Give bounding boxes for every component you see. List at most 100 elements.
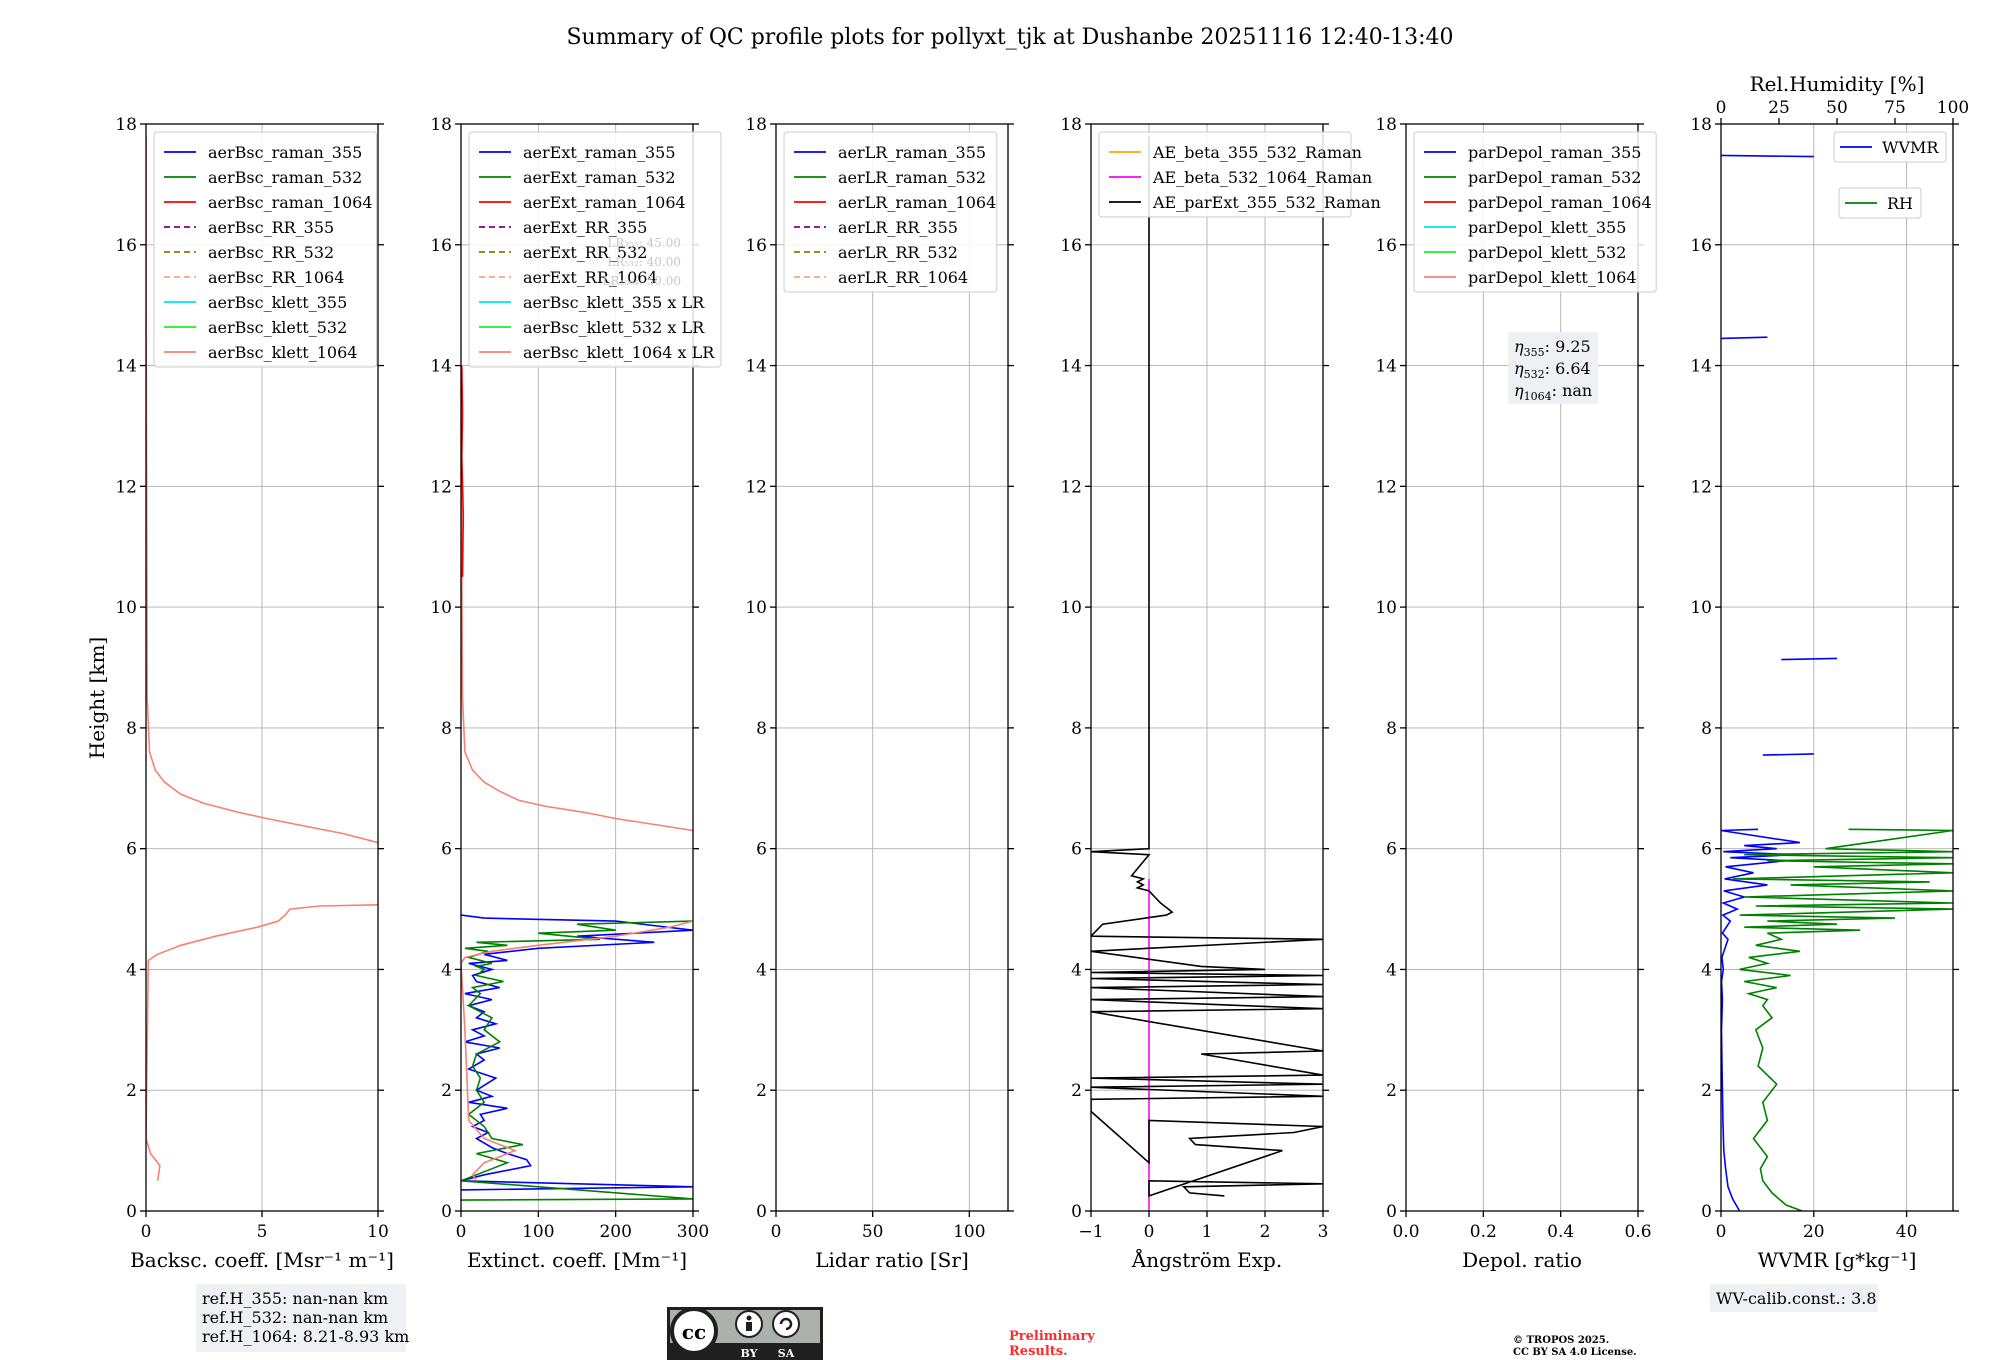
lr-ytick-label: 0 — [756, 1202, 767, 1222]
depol-xtick-label: 0.6 — [1624, 1222, 1651, 1242]
ae-legend-box — [1098, 131, 1352, 218]
depol-ytick-label: 12 — [1375, 477, 1397, 497]
depol-eta-355: η355: 9.25 — [1514, 337, 1591, 359]
depol-eta-box — [1508, 332, 1598, 404]
preliminary-line-2: Results. — [1009, 1344, 1068, 1359]
lr-xlabel: Lidar ratio [Sr] — [815, 1248, 969, 1272]
bsc-ytick-label: 12 — [115, 477, 137, 497]
ext-xtick-label: 300 — [677, 1222, 709, 1242]
series-WVMR — [1721, 828, 1801, 1211]
legend-label-aerBsc_raman_355: aerBsc_raman_355 — [208, 143, 362, 162]
legend-label-aerExt_RR_355: aerExt_RR_355 — [523, 218, 647, 237]
legend-label-aerExt_raman_355: aerExt_raman_355 — [523, 143, 676, 162]
ext-ytick-label: 18 — [430, 115, 452, 135]
ext-xtick-label: 0 — [456, 1222, 467, 1242]
legend-label-aerBsc_RR_1064: aerBsc_RR_1064 — [208, 268, 344, 287]
bsc-ytick-label: 10 — [115, 598, 137, 618]
legend-label-parDepol_klett_355: parDepol_klett_355 — [1468, 218, 1626, 237]
depol-eta-sub: 532 — [1524, 368, 1545, 381]
ext-axes-frame — [460, 123, 694, 1212]
legend-label-aerLR_RR_1064: aerLR_RR_1064 — [838, 268, 968, 287]
wv-ytick-label: 8 — [1701, 719, 1712, 739]
depol-ytick-label: 0 — [1386, 1202, 1397, 1222]
ref-height-box: ref.H_355: nan-nan km ref.H_532: nan-nan… — [196, 1284, 409, 1352]
series-aerBsc_klett_1064 x LR — [461, 920, 693, 1182]
series-aerBsc_klett_1064 x LR — [461, 365, 693, 832]
bsc-ytick-label: 8 — [126, 719, 137, 739]
legend-label-aerBsc_klett_1064 x LR: aerBsc_klett_1064 x LR — [523, 343, 715, 362]
depol-ytick-label: 16 — [1375, 236, 1397, 256]
depol-eta-value: : nan — [1552, 381, 1593, 400]
bsc-ytick-label: 18 — [115, 115, 137, 135]
ae-xtick-label: 2 — [1260, 1222, 1271, 1242]
ext-xtick-label: 200 — [599, 1222, 631, 1242]
ref-height-1064: ref.H_1064: 8.21-8.93 km — [202, 1327, 409, 1346]
figure-title: Summary of QC profile plots for pollyxt_… — [566, 25, 1453, 50]
lr-ytick-label: 14 — [745, 357, 767, 377]
wv-top-xtick-label: 25 — [1768, 98, 1790, 118]
depol-eta-value: : 9.25 — [1545, 337, 1591, 356]
lr-ytick-label: 4 — [756, 960, 767, 980]
wv-ytick-label: 18 — [1690, 115, 1712, 135]
depol-xtick-label: 0.0 — [1392, 1222, 1419, 1242]
wv-legend-box — [1838, 187, 1922, 219]
legend-label-aerBsc_klett_355: aerBsc_klett_355 — [208, 293, 347, 312]
series-aerBsc_klett_1064 — [146, 904, 378, 1181]
depol-eta-symbol: η — [1514, 359, 1524, 378]
tropos-license: CC BY SA 4.0 License. — [1513, 1347, 1637, 1358]
depol-ytick-label: 8 — [1386, 719, 1397, 739]
depol-xtick-label: 0.2 — [1470, 1222, 1497, 1242]
ae-ytick-label: 8 — [1071, 719, 1082, 739]
ext-ytick-label: 8 — [441, 719, 452, 739]
lr-ytick-label: 8 — [756, 719, 767, 739]
panel-bsc: 0 2 4 6 8 10 12 14 16 18 0 5 10 Backsc. coeff. [Msr⁻¹… — [115, 115, 394, 1272]
lr-legend-box — [783, 131, 998, 293]
series-aerExt_raman_532 — [461, 920, 693, 1201]
wv-top-xtick-label: 0 — [1716, 98, 1727, 118]
depol-ytick-label: 2 — [1386, 1081, 1397, 1101]
panel-ext: 0 2 4 6 8 10 12 14 16 18 0 100 200 300 Extinct. coeff.… — [430, 115, 722, 1272]
wv-ytick-label: 2 — [1701, 1081, 1712, 1101]
depol-ytick-label: 10 — [1375, 598, 1397, 618]
ae-xtick-label: −1 — [1078, 1222, 1103, 1242]
legend-label-AE_beta_532_1064_Raman: AE_beta_532_1064_Raman — [1152, 168, 1372, 187]
bsc-xtick-label: 10 — [367, 1222, 389, 1242]
ext-ytick-label: 10 — [430, 598, 452, 618]
ae-ytick-label: 12 — [1060, 477, 1082, 497]
depol-ytick-label: 18 — [1375, 115, 1397, 135]
legend-label-aerBsc_klett_355 x LR: aerBsc_klett_355 x LR — [523, 293, 705, 312]
legend-label-aerBsc_klett_532 x LR: aerBsc_klett_532 x LR — [523, 318, 705, 337]
ae-ytick-label: 2 — [1071, 1081, 1082, 1101]
cc-by-sa-logo: cc BY SA — [667, 1307, 823, 1360]
ae-xtick-label: 3 — [1318, 1222, 1329, 1242]
bsc-ytick-label: 0 — [126, 1202, 137, 1222]
wv-ytick-label: 0 — [1701, 1202, 1712, 1222]
cc-circle-icon — [670, 1307, 718, 1355]
legend-label-aerBsc_RR_355: aerBsc_RR_355 — [208, 218, 334, 237]
lr-ytick-label: 6 — [756, 840, 767, 860]
ae-ytick-label: 6 — [1071, 840, 1082, 860]
by-person-head — [746, 1315, 752, 1321]
bsc-legend-box — [153, 131, 378, 368]
series-WVMR — [1762, 753, 1814, 756]
ext-ytick-label: 14 — [430, 357, 452, 377]
ext-ytick-label: 0 — [441, 1202, 452, 1222]
ae-ytick-label: 4 — [1071, 960, 1082, 980]
bsc-ytick-label: 14 — [115, 357, 137, 377]
legend-label-AE_parExt_355_532_Raman: AE_parExt_355_532_Raman — [1152, 193, 1381, 212]
depol-ytick-label: 6 — [1386, 840, 1397, 860]
bsc-xtick-label: 5 — [257, 1222, 268, 1242]
wv-calib-box: WV-calib.const.: 3.8 — [1710, 1284, 1878, 1312]
series-aerExt_raman_1064 — [461, 365, 465, 577]
legend-label-AE_beta_355_532_Raman: AE_beta_355_532_Raman — [1152, 143, 1362, 162]
panel-depol: 0 2 4 6 8 10 12 14 16 18 0.0 0.2 0.4 0.6 Depol. ratio p… — [1375, 115, 1657, 1272]
depol-eta-value: : 6.64 — [1545, 359, 1591, 378]
series-RH — [1732, 828, 1953, 1211]
wv-ytick-label: 14 — [1690, 357, 1712, 377]
panel-lr: 0 2 4 6 8 10 12 14 16 18 0 50 100 Lidar ratio [Sr] aer… — [745, 115, 1014, 1272]
depol-legend-box — [1413, 131, 1657, 293]
bsc-ytick-label: 2 — [126, 1081, 137, 1101]
ext-lr-note: LR₃₅₅: 45.00 — [607, 236, 681, 250]
ext-ytick-label: 4 — [441, 960, 452, 980]
